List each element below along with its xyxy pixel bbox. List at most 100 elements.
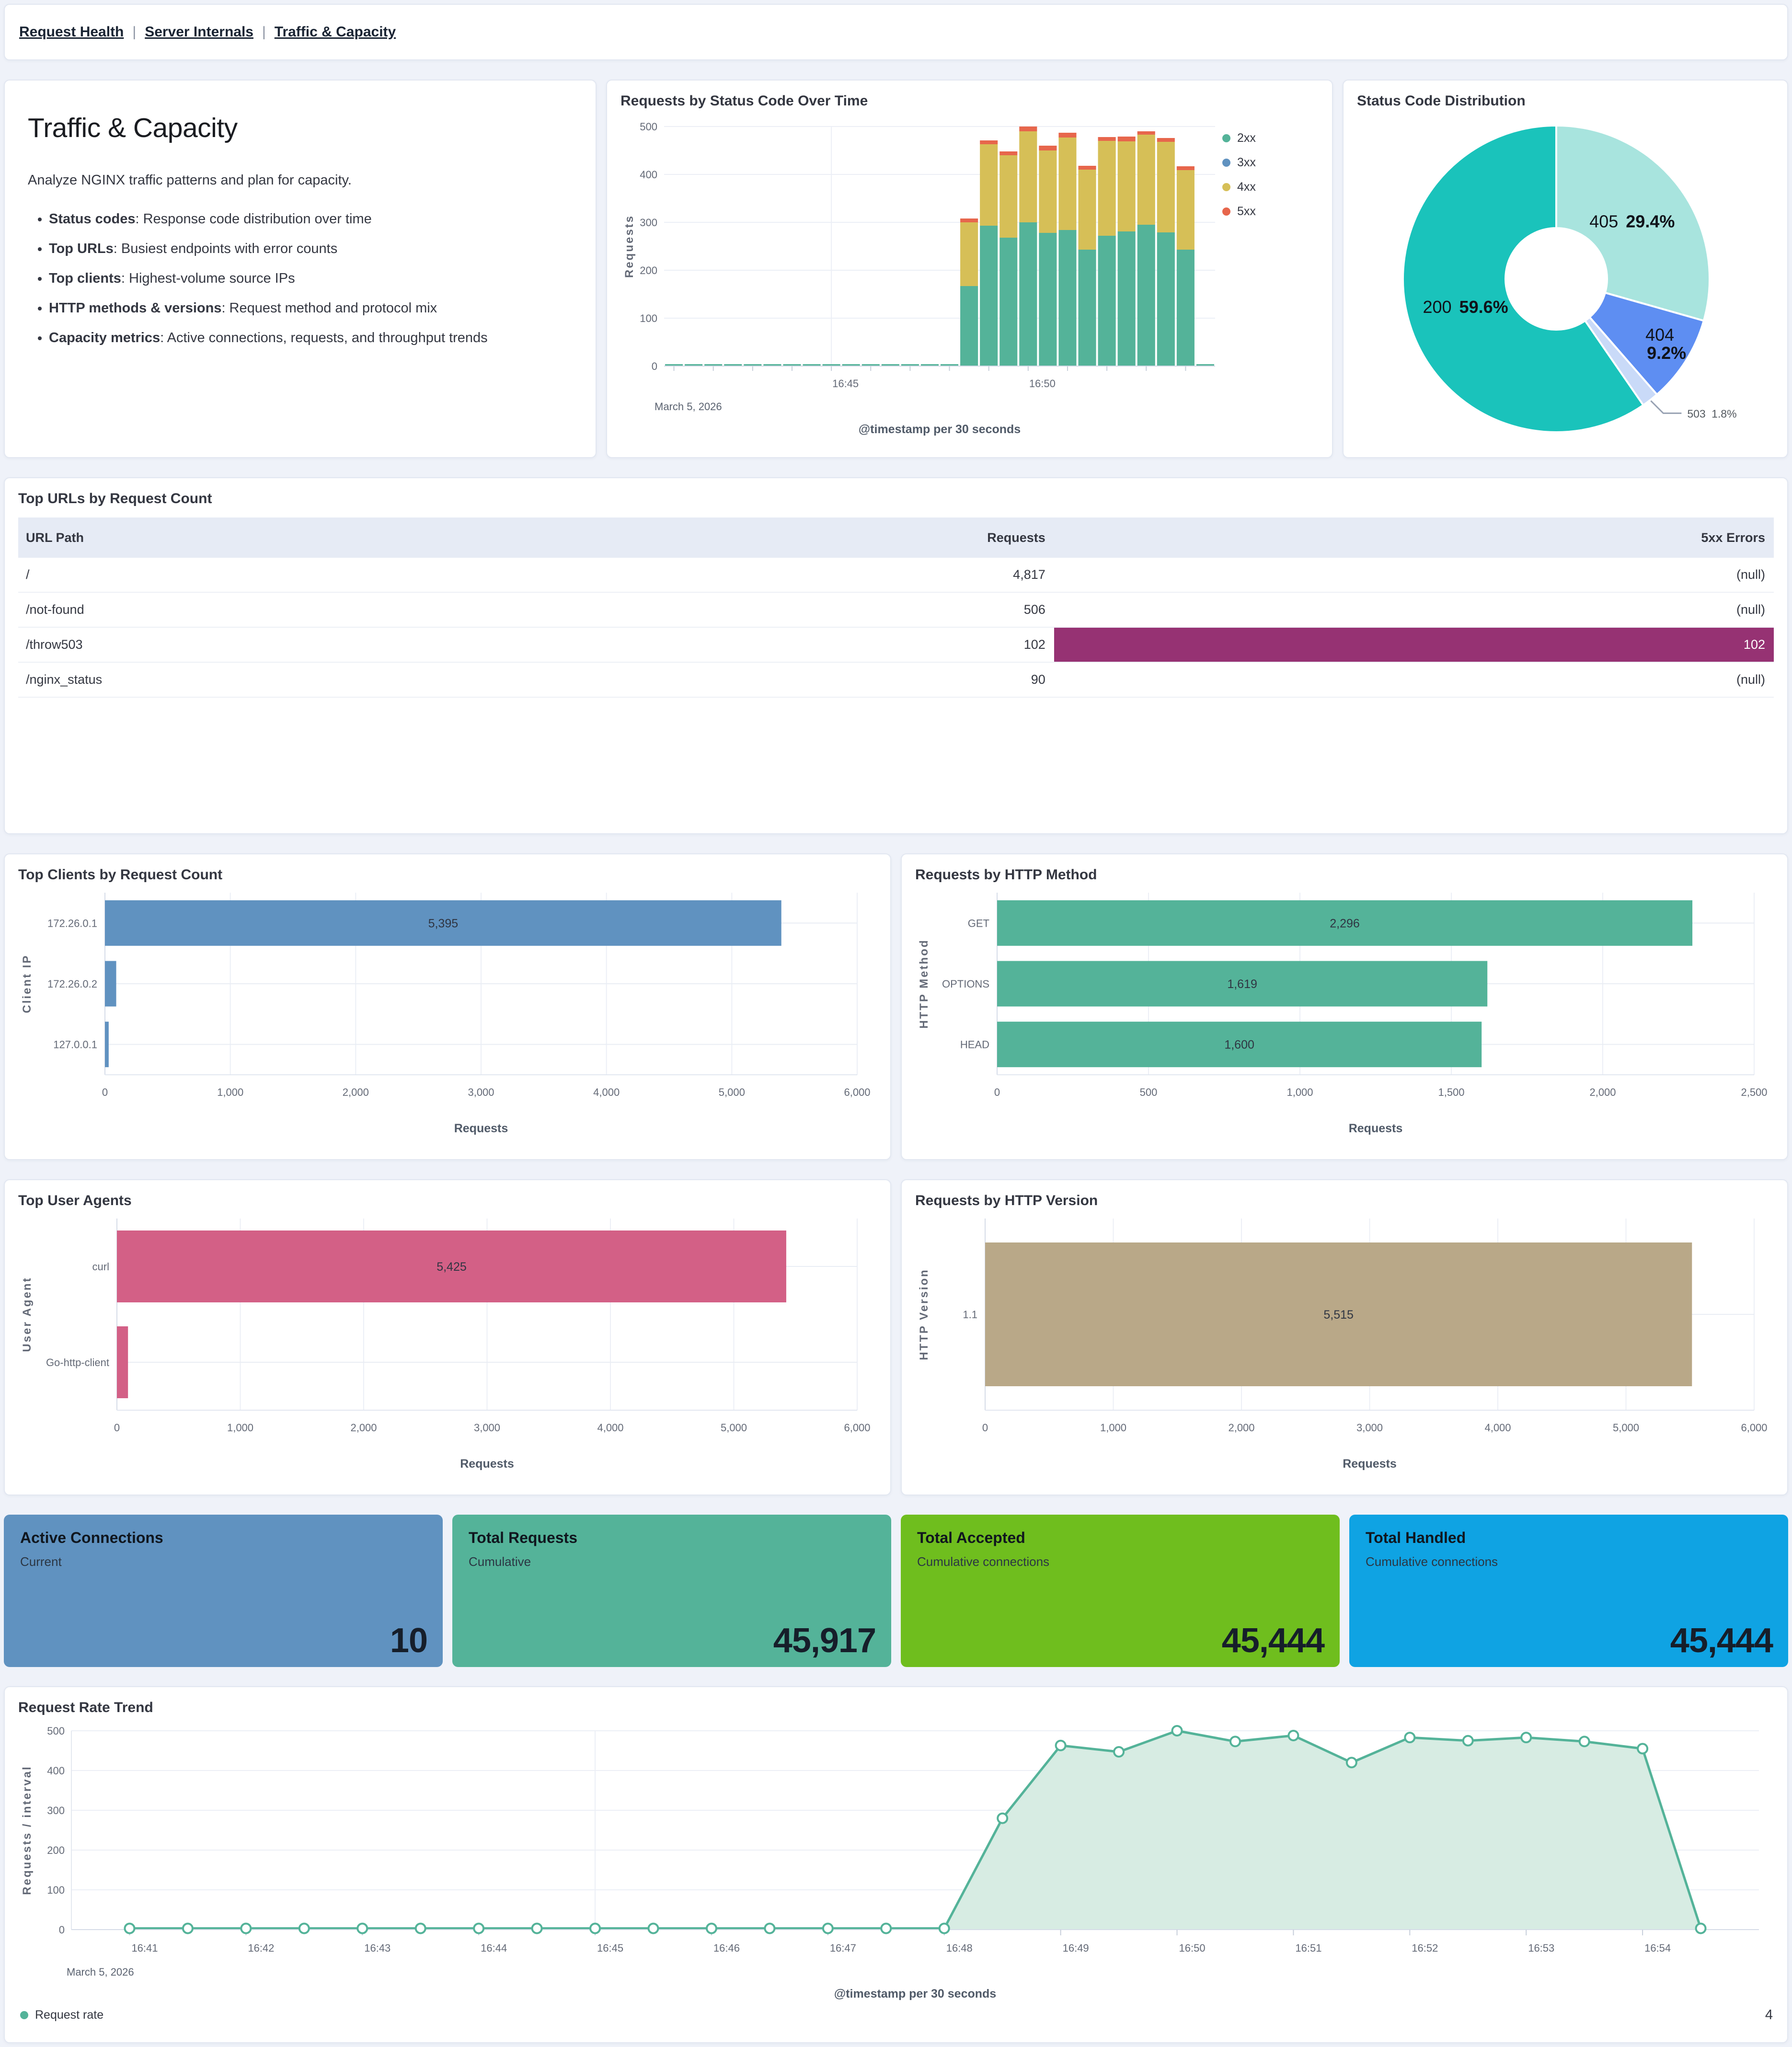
svg-text:Requests: Requests (1343, 1457, 1397, 1471)
column-header-url-path[interactable]: URL Path (26, 530, 84, 545)
svg-text:9.2%: 9.2% (1647, 343, 1686, 363)
svg-text:2,296: 2,296 (1330, 917, 1360, 930)
panel-title: Requests by HTTP Version (915, 1193, 1098, 1208)
row-agents-versions: Top User Agents 5,425 curl Go-http-client 0… (4, 1179, 1788, 1495)
svg-text:200: 200 (640, 264, 657, 276)
row-overview: Traffic & Capacity Analyze NGINX traffic… (4, 80, 1788, 458)
svg-text:0: 0 (102, 1086, 108, 1098)
svg-text:HEAD: HEAD (960, 1039, 989, 1051)
request-rate-chart[interactable]: 0 100 200 300 400 500 16:41 16:42 16:43 16:44 16:4… (16, 1719, 1776, 2006)
svg-text:4,000: 4,000 (597, 1422, 623, 1434)
cell-requests: 102 (1023, 637, 1045, 652)
svg-text:HTTP Method: HTTP Method (918, 939, 930, 1028)
markdown-nav-panel: Request Health | Server Internals | Traf… (4, 4, 1788, 60)
svg-text:16:54: 16:54 (1644, 1942, 1671, 1954)
svg-text:3,000: 3,000 (1356, 1422, 1383, 1434)
svg-text:16:45: 16:45 (597, 1942, 623, 1954)
svg-text:5,425: 5,425 (437, 1260, 467, 1274)
column-header-5xx-errors[interactable]: 5xx Errors (1701, 530, 1765, 545)
svg-text:16:43: 16:43 (364, 1942, 391, 1954)
svg-text:0: 0 (652, 360, 657, 372)
svg-text:@timestamp per 30 seconds: @timestamp per 30 seconds (859, 423, 1021, 436)
metric-title: Total Accepted (917, 1529, 1025, 1546)
svg-text:16:52: 16:52 (1412, 1942, 1438, 1954)
panel-title: Top User Agents (18, 1193, 132, 1208)
svg-text:Requests: Requests (623, 215, 636, 278)
panel-title: Top URLs by Request Count (18, 491, 212, 506)
svg-text:Client IP: Client IP (21, 954, 34, 1013)
svg-text:404: 404 (1645, 325, 1674, 345)
svg-text:300: 300 (47, 1805, 65, 1817)
legend-item-request-rate[interactable]: Request rate (20, 2008, 103, 2022)
column-header-requests[interactable]: Requests (987, 530, 1045, 545)
svg-text:6,000: 6,000 (1741, 1422, 1767, 1434)
legend-item-4xx[interactable]: 4xx (1222, 180, 1304, 194)
svg-text:127.0.0.1: 127.0.0.1 (53, 1039, 97, 1051)
intro-description: Analyze NGINX traffic patterns and plan … (28, 172, 352, 188)
row-clients-methods: Top Clients by Request Count 5,395 172.26… (4, 853, 1788, 1160)
legend-item-5xx[interactable]: 5xx (1222, 205, 1304, 218)
metric-title: Total Requests (469, 1529, 577, 1546)
svg-text:6,000: 6,000 (844, 1086, 870, 1098)
svg-text:2,000: 2,000 (350, 1422, 377, 1434)
legend-label: Request rate (35, 2008, 104, 2022)
svg-text:3,000: 3,000 (468, 1086, 494, 1098)
svg-text:1,500: 1,500 (1438, 1086, 1464, 1098)
svg-text:Requests / interval: Requests / interval (21, 1765, 34, 1895)
metric-tile-total-accepted: Total Accepted Cumulative connections 45… (901, 1515, 1340, 1667)
svg-text:1,000: 1,000 (217, 1086, 243, 1098)
svg-text:0: 0 (982, 1422, 988, 1434)
http-version-chart[interactable]: 5,515 1.1 0 1,000 2,000 3,000 4,000 5,000 6,000 R… (913, 1212, 1776, 1476)
svg-text:2,000: 2,000 (1589, 1086, 1616, 1098)
legend-item-2xx[interactable]: 2xx (1222, 131, 1304, 145)
metric-tile-total-requests: Total Requests Cumulative 45,917 (452, 1515, 891, 1667)
svg-text:OPTIONS: OPTIONS (942, 978, 989, 990)
svg-text:2,500: 2,500 (1741, 1086, 1767, 1098)
user-agents-chart[interactable]: 5,425 curl Go-http-client 0 1,000 2,000 3,000 4… (16, 1212, 879, 1476)
svg-text:16:46: 16:46 (713, 1942, 740, 1954)
top-clients-chart[interactable]: 5,395 172.26.0.1 172.26.0.2 127.0.0.1 0 1,000… (16, 886, 879, 1141)
cell-5xx-errors: (null) (1736, 602, 1765, 617)
nav-separator: | (132, 24, 137, 40)
svg-text:16:47: 16:47 (830, 1942, 856, 1954)
svg-text:16:45: 16:45 (832, 378, 859, 390)
legend-item-3xx[interactable]: 3xx (1222, 156, 1304, 170)
svg-text:5,000: 5,000 (721, 1422, 747, 1434)
request-rate-trend-panel: Request Rate Trend 0 100 200 300 400 500 16:41… (4, 1686, 1788, 2043)
svg-text:503 1.8%: 503 1.8% (1687, 407, 1736, 420)
svg-text:500: 500 (47, 1725, 65, 1737)
legend-dot (1222, 159, 1230, 167)
nav-link-request-health[interactable]: Request Health (19, 24, 124, 40)
svg-text:Go-http-client: Go-http-client (46, 1357, 109, 1368)
panel-title: Top Clients by Request Count (18, 867, 223, 883)
svg-text:1,000: 1,000 (1100, 1422, 1126, 1434)
nav-link-traffic-capacity[interactable]: Traffic & Capacity (274, 24, 396, 40)
legend-label: 4xx (1237, 180, 1256, 194)
metric-title: Active Connections (20, 1529, 163, 1546)
svg-text:16:50: 16:50 (1179, 1942, 1206, 1954)
svg-text:4,000: 4,000 (593, 1086, 620, 1098)
bullet-top-clients: Top clients: Highest-volume source IPs (49, 271, 573, 287)
panel-title: Request Rate Trend (18, 1700, 153, 1715)
status-distribution-panel: Status Code Distribution 405 29.4% 404 9.2… (1343, 80, 1788, 458)
metric-subtitle: Cumulative connections (917, 1554, 1050, 1569)
legend-dot (20, 2011, 28, 2019)
legend-dot (1222, 183, 1230, 191)
cell-requests: 90 (1031, 672, 1045, 687)
svg-text:200 59.6%: 200 59.6% (1423, 297, 1508, 317)
status-over-time-chart[interactable]: 0 100 200 300 400 500 16:45 16:50 March 5, 2026 @… (619, 112, 1222, 443)
user-agents-panel: Top User Agents 5,425 curl Go-http-client 0… (4, 1179, 891, 1495)
http-method-chart[interactable]: 2,296 GET 1,619 OPTIONS 1,600 HEAD 0 500 1,000 1,… (913, 886, 1776, 1141)
cell-url-path: /nginx_status (26, 672, 103, 687)
svg-text:5,515: 5,515 (1323, 1308, 1354, 1322)
nav-link-server-internals[interactable]: Server Internals (145, 24, 253, 40)
svg-text:16:53: 16:53 (1528, 1942, 1554, 1954)
intro-panel: Traffic & Capacity Analyze NGINX traffic… (4, 80, 597, 458)
panel-title: Requests by HTTP Method (915, 867, 1097, 883)
status-over-time-panel: Requests by Status Code Over Time 0 100 20… (606, 80, 1333, 458)
table-header-row: URL Path Requests 5xx Errors (18, 518, 1774, 558)
metric-title: Total Handled (1366, 1529, 1466, 1546)
svg-text:16:48: 16:48 (946, 1942, 973, 1954)
status-legend: 2xx 3xx 4xx 5xx (1222, 112, 1304, 443)
